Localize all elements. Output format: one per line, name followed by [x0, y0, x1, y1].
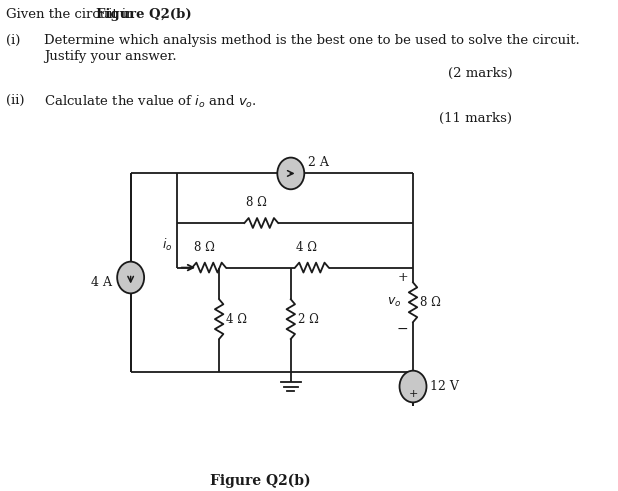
Circle shape	[277, 158, 304, 190]
Text: Determine which analysis method is the best one to be used to solve the circuit.: Determine which analysis method is the b…	[44, 34, 580, 47]
Text: 8 Ω: 8 Ω	[246, 196, 267, 209]
Text: (11 marks): (11 marks)	[439, 112, 512, 125]
Text: ,: ,	[160, 8, 164, 21]
Text: $v_o$: $v_o$	[387, 296, 401, 309]
Text: Figure Q2(b): Figure Q2(b)	[210, 474, 311, 488]
Text: $i_o$: $i_o$	[163, 237, 173, 253]
Text: −: −	[396, 322, 408, 336]
Text: Calculate the value of $i_o$ and $v_o$.: Calculate the value of $i_o$ and $v_o$.	[44, 94, 256, 110]
Text: Figure Q2(b): Figure Q2(b)	[96, 8, 192, 21]
Text: (2 marks): (2 marks)	[448, 67, 512, 81]
Text: (ii): (ii)	[6, 94, 24, 107]
Text: 12 V: 12 V	[430, 380, 459, 393]
Text: 2 Ω: 2 Ω	[297, 313, 318, 326]
Text: 4 Ω: 4 Ω	[226, 313, 247, 326]
Text: 8 Ω: 8 Ω	[420, 296, 441, 309]
Text: Given the circuit in: Given the circuit in	[6, 8, 138, 21]
Circle shape	[399, 371, 426, 403]
Text: 4 Ω: 4 Ω	[296, 241, 317, 254]
Text: (i): (i)	[6, 34, 20, 47]
Text: Justify your answer.: Justify your answer.	[44, 50, 177, 62]
Text: 4 A: 4 A	[91, 276, 112, 289]
Text: 8 Ω: 8 Ω	[193, 241, 214, 254]
Text: +: +	[408, 389, 418, 400]
Circle shape	[117, 262, 144, 293]
Text: +: +	[397, 271, 408, 284]
Text: 2 A: 2 A	[308, 157, 329, 169]
